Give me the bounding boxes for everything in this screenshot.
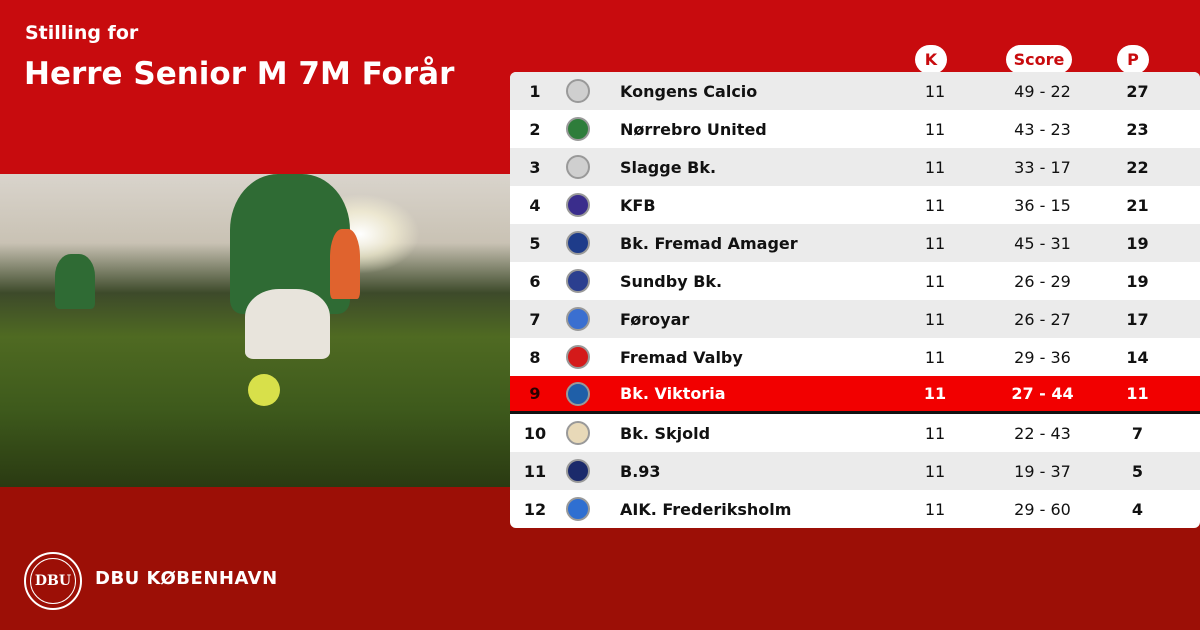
points: 7 [1131, 423, 1144, 443]
points: 21 [1126, 195, 1149, 215]
matches-played: 11 [924, 347, 946, 367]
position: 1 [529, 81, 541, 101]
table-row[interactable]: 8 Fremad Valby 11 29 - 36 14 [510, 338, 1200, 376]
team-name: Nørrebro United [620, 119, 767, 139]
team-name: Føroyar [620, 309, 690, 329]
team-name: Slagge Bk. [620, 157, 717, 177]
table-row[interactable]: 7 Føroyar 11 26 - 27 17 [510, 300, 1200, 338]
matches-played: 11 [924, 81, 946, 101]
goal-score: 26 - 27 [1014, 309, 1071, 329]
column-header-score: Score [1006, 45, 1072, 74]
matches-played: 11 [924, 461, 946, 481]
team-logo-icon [566, 193, 590, 217]
points: 19 [1126, 233, 1149, 253]
table-row[interactable]: 10 Bk. Skjold 11 22 - 43 7 [510, 414, 1200, 452]
team-name: Bk. Fremad Amager [620, 233, 798, 253]
position: 9 [529, 384, 541, 403]
points: 19 [1126, 271, 1149, 291]
goal-score: 33 - 17 [1014, 157, 1071, 177]
team-name: Bk. Viktoria [620, 384, 726, 403]
subtitle: Stilling for [25, 22, 139, 44]
points: 22 [1126, 157, 1149, 177]
team-name: Fremad Valby [620, 347, 743, 367]
position: 2 [529, 119, 541, 139]
team-logo-icon [566, 345, 590, 369]
matches-played: 11 [924, 195, 946, 215]
goal-score: 19 - 37 [1014, 461, 1071, 481]
column-header-k: K [915, 45, 947, 74]
table-row[interactable]: 2 Nørrebro United 11 43 - 23 23 [510, 110, 1200, 148]
points: 5 [1131, 461, 1144, 481]
position: 4 [529, 195, 541, 215]
matches-played: 11 [924, 271, 946, 291]
goal-score: 43 - 23 [1014, 119, 1071, 139]
table-row[interactable]: 1 Kongens Calcio 11 49 - 22 27 [510, 72, 1200, 110]
table-row[interactable]: 6 Sundby Bk. 11 26 - 29 19 [510, 262, 1200, 300]
position: 10 [523, 423, 547, 443]
table-row[interactable]: 5 Bk. Fremad Amager 11 45 - 31 19 [510, 224, 1200, 262]
position: 12 [523, 499, 547, 519]
goal-score: 36 - 15 [1014, 195, 1071, 215]
standings-table: 1 Kongens Calcio 11 49 - 22 27 2 Nørrebro Unit… [510, 72, 1200, 528]
goal-score: 26 - 29 [1014, 271, 1071, 291]
team-logo-icon [566, 79, 590, 103]
column-header-p: P [1117, 45, 1149, 74]
matches-played: 11 [924, 423, 946, 443]
team-name: Kongens Calcio [620, 81, 758, 101]
team-logo-icon [566, 459, 590, 483]
position: 5 [529, 233, 541, 253]
goal-score: 22 - 43 [1014, 423, 1071, 443]
team-logo-icon [566, 269, 590, 293]
points: 17 [1126, 309, 1149, 329]
team-logo-icon [566, 381, 590, 406]
goal-score: 27 - 44 [1011, 384, 1074, 403]
position: 11 [523, 461, 547, 481]
table-row[interactable]: 9 Bk. Viktoria 11 27 - 44 11 [510, 376, 1200, 414]
football-photo [0, 174, 510, 487]
brand-name: DBU KØBENHAVN [95, 568, 278, 589]
goal-score: 29 - 36 [1014, 347, 1071, 367]
matches-played: 11 [924, 499, 946, 519]
table-row[interactable]: 11 B.93 11 19 - 37 5 [510, 452, 1200, 490]
goal-score: 45 - 31 [1014, 233, 1071, 253]
points: 11 [1126, 384, 1149, 403]
team-logo-icon [566, 421, 590, 445]
points: 14 [1126, 347, 1149, 367]
matches-played: 11 [924, 233, 946, 253]
matches-played: 11 [924, 309, 946, 329]
team-name: B.93 [620, 461, 661, 481]
page-title: Herre Senior M 7M Forår [24, 56, 455, 92]
position: 8 [529, 347, 541, 367]
team-logo-icon [566, 497, 590, 521]
team-name: AIK. Frederiksholm [620, 499, 792, 519]
team-logo-icon [566, 231, 590, 255]
points: 4 [1131, 499, 1144, 519]
position: 7 [529, 309, 541, 329]
position: 6 [529, 271, 541, 291]
points: 23 [1126, 119, 1149, 139]
dbu-seal-logo: DBU [24, 552, 82, 610]
goal-score: 49 - 22 [1014, 81, 1071, 101]
matches-played: 11 [924, 157, 946, 177]
position: 3 [529, 157, 541, 177]
matches-played: 11 [923, 384, 947, 403]
table-row[interactable]: 3 Slagge Bk. 11 33 - 17 22 [510, 148, 1200, 186]
points: 27 [1126, 81, 1149, 101]
table-row[interactable]: 4 KFB 11 36 - 15 21 [510, 186, 1200, 224]
goal-score: 29 - 60 [1014, 499, 1071, 519]
team-name: Bk. Skjold [620, 423, 711, 443]
team-logo-icon [566, 307, 590, 331]
table-row[interactable]: 12 AIK. Frederiksholm 11 29 - 60 4 [510, 490, 1200, 528]
team-logo-icon [566, 117, 590, 141]
team-name: Sundby Bk. [620, 271, 723, 291]
team-logo-icon [566, 155, 590, 179]
team-name: KFB [620, 195, 656, 215]
matches-played: 11 [924, 119, 946, 139]
